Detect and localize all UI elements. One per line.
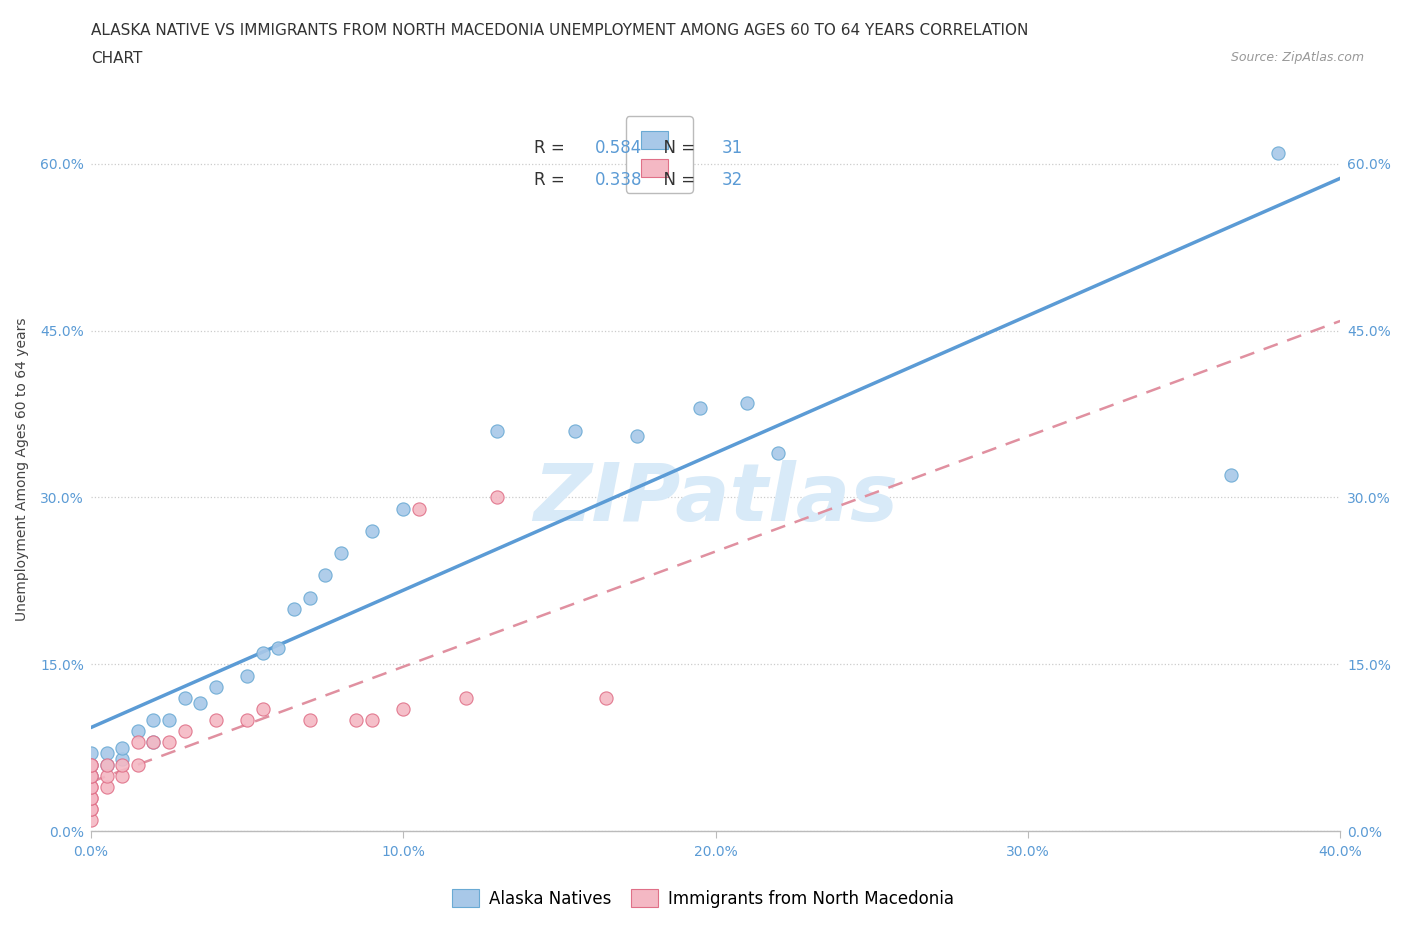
Legend: Alaska Natives, Immigrants from North Macedonia: Alaska Natives, Immigrants from North Ma… — [446, 883, 960, 914]
Point — [267, 640, 290, 655]
Point — [111, 768, 134, 783]
Point — [361, 524, 384, 538]
Point — [485, 490, 508, 505]
Point — [329, 546, 352, 561]
Point — [1219, 468, 1241, 483]
Point — [142, 712, 165, 727]
Point — [392, 701, 415, 716]
Point — [205, 712, 228, 727]
Point — [485, 423, 508, 438]
Legend: , : , — [626, 116, 693, 193]
Point — [80, 802, 103, 817]
Text: N =: N = — [654, 171, 700, 190]
Point — [314, 568, 336, 583]
Text: Source: ZipAtlas.com: Source: ZipAtlas.com — [1230, 51, 1364, 64]
Point — [80, 768, 103, 783]
Point — [173, 690, 195, 705]
Point — [454, 690, 477, 705]
Point — [142, 735, 165, 750]
Point — [96, 757, 118, 772]
Point — [205, 679, 228, 694]
Point — [1267, 145, 1289, 160]
Point — [80, 757, 103, 772]
Point — [142, 735, 165, 750]
Text: R =: R = — [534, 171, 571, 190]
Text: R =: R = — [534, 139, 571, 157]
Y-axis label: Unemployment Among Ages 60 to 64 years: Unemployment Among Ages 60 to 64 years — [15, 318, 30, 621]
Point — [80, 813, 103, 828]
Point — [80, 757, 103, 772]
Point — [735, 395, 758, 410]
Point — [564, 423, 586, 438]
Point — [157, 735, 180, 750]
Point — [127, 735, 149, 750]
Point — [252, 645, 274, 660]
Point — [236, 668, 259, 683]
Point — [96, 768, 118, 783]
Point — [80, 768, 103, 783]
Point — [298, 591, 321, 605]
Point — [80, 802, 103, 817]
Point — [689, 401, 711, 416]
Point — [80, 790, 103, 805]
Text: 0.338: 0.338 — [595, 171, 643, 190]
Point — [626, 429, 648, 444]
Point — [252, 701, 274, 716]
Point — [127, 757, 149, 772]
Point — [96, 746, 118, 761]
Point — [80, 746, 103, 761]
Point — [80, 779, 103, 794]
Point — [96, 757, 118, 772]
Point — [283, 602, 305, 617]
Point — [173, 724, 195, 738]
Point — [111, 740, 134, 755]
Text: N =: N = — [654, 139, 700, 157]
Point — [96, 779, 118, 794]
Point — [111, 751, 134, 766]
Point — [80, 790, 103, 805]
Point — [80, 779, 103, 794]
Text: 0.584: 0.584 — [595, 139, 641, 157]
Point — [188, 696, 211, 711]
Point — [408, 501, 430, 516]
Point — [127, 724, 149, 738]
Point — [361, 712, 384, 727]
Point — [111, 757, 134, 772]
Text: ALASKA NATIVE VS IMMIGRANTS FROM NORTH MACEDONIA UNEMPLOYMENT AMONG AGES 60 TO 6: ALASKA NATIVE VS IMMIGRANTS FROM NORTH M… — [91, 23, 1029, 38]
Point — [80, 768, 103, 783]
Point — [298, 712, 321, 727]
Point — [80, 757, 103, 772]
Text: CHART: CHART — [91, 51, 143, 66]
Point — [766, 445, 789, 460]
Text: 32: 32 — [721, 171, 742, 190]
Point — [236, 712, 259, 727]
Text: ZIPatlas: ZIPatlas — [533, 459, 898, 538]
Text: 31: 31 — [721, 139, 742, 157]
Point — [344, 712, 367, 727]
Point — [595, 690, 617, 705]
Point — [157, 712, 180, 727]
Point — [392, 501, 415, 516]
